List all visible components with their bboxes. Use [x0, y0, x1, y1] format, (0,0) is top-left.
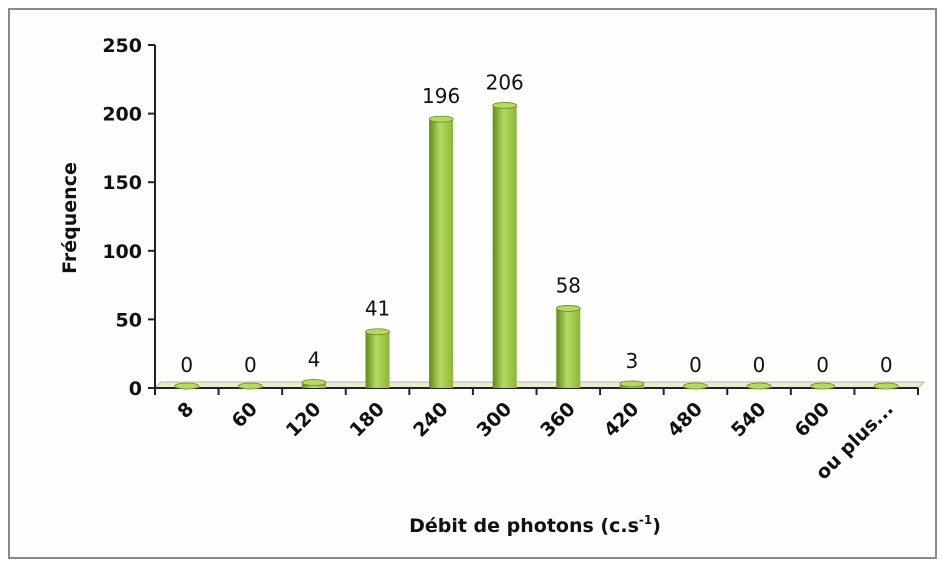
bars [174, 101, 899, 390]
bar [365, 328, 390, 388]
data-label: 196 [422, 84, 460, 108]
bar-cap [301, 379, 327, 386]
axes [148, 44, 919, 395]
bar-cap [619, 380, 645, 388]
bar-cap [873, 382, 899, 390]
y-tick-label: 250 [102, 35, 142, 57]
x-tick-label: 240 [409, 398, 453, 442]
bar [174, 382, 200, 390]
data-label: 4 [308, 348, 321, 372]
data-label: 0 [244, 353, 257, 377]
x-tick-label: 8 [173, 398, 198, 423]
data-labels: 0 0 4 41 196 206 58 3 0 0 0 0 [180, 70, 892, 377]
data-label: 3 [626, 349, 639, 373]
x-tick-label: 180 [345, 398, 389, 442]
x-tick-label: 60 [228, 398, 262, 432]
bar-cap [237, 382, 263, 390]
bar [428, 115, 454, 388]
data-label: 58 [556, 273, 581, 297]
data-label: 0 [180, 353, 193, 377]
y-axis-title: Fréquence [59, 162, 81, 274]
x-tick-label: 360 [536, 398, 580, 442]
bar-cap [492, 101, 518, 109]
bar [873, 382, 899, 390]
data-label: 0 [880, 353, 893, 377]
x-tick-label: 600 [791, 398, 835, 442]
y-tick-label: 0 [129, 378, 142, 400]
x-tick-label: 300 [473, 398, 517, 442]
y-tick-label: 50 [116, 309, 142, 331]
bar [555, 305, 581, 388]
bar-cap [810, 382, 836, 390]
bar [619, 380, 645, 388]
y-tick-label: 200 [102, 104, 142, 126]
y-tick-label: 150 [102, 172, 142, 194]
x-tick-label: 540 [727, 398, 771, 442]
y-tick-labels: 0 50 100 150 200 250 [102, 35, 142, 400]
bar-body [365, 331, 390, 388]
bar [237, 382, 263, 390]
bar-body [492, 105, 517, 389]
bar-cap [428, 115, 454, 123]
data-label: 206 [486, 70, 524, 94]
data-label: 41 [365, 297, 390, 321]
data-label: 0 [689, 353, 702, 377]
bar-cap [746, 382, 772, 390]
x-tick-label: 120 [282, 398, 326, 442]
bar-body [556, 308, 581, 388]
x-axis-title: Débit de photons (c.s-1) [409, 513, 661, 537]
bar-cap [683, 382, 708, 390]
y-tick-label: 100 [102, 241, 142, 263]
bar-cap [174, 382, 200, 390]
bar-cap [365, 328, 390, 336]
bar [683, 382, 708, 390]
data-label: 0 [816, 353, 829, 377]
x-tick-label: 420 [600, 398, 644, 442]
bar-body [429, 119, 454, 388]
bar-cap [555, 305, 581, 312]
data-label: 0 [753, 353, 766, 377]
bar [301, 379, 327, 388]
x-tick-label: 480 [663, 398, 707, 442]
bar [492, 101, 518, 389]
bar [746, 382, 772, 390]
bar [810, 382, 836, 390]
chart-frame [8, 8, 937, 559]
